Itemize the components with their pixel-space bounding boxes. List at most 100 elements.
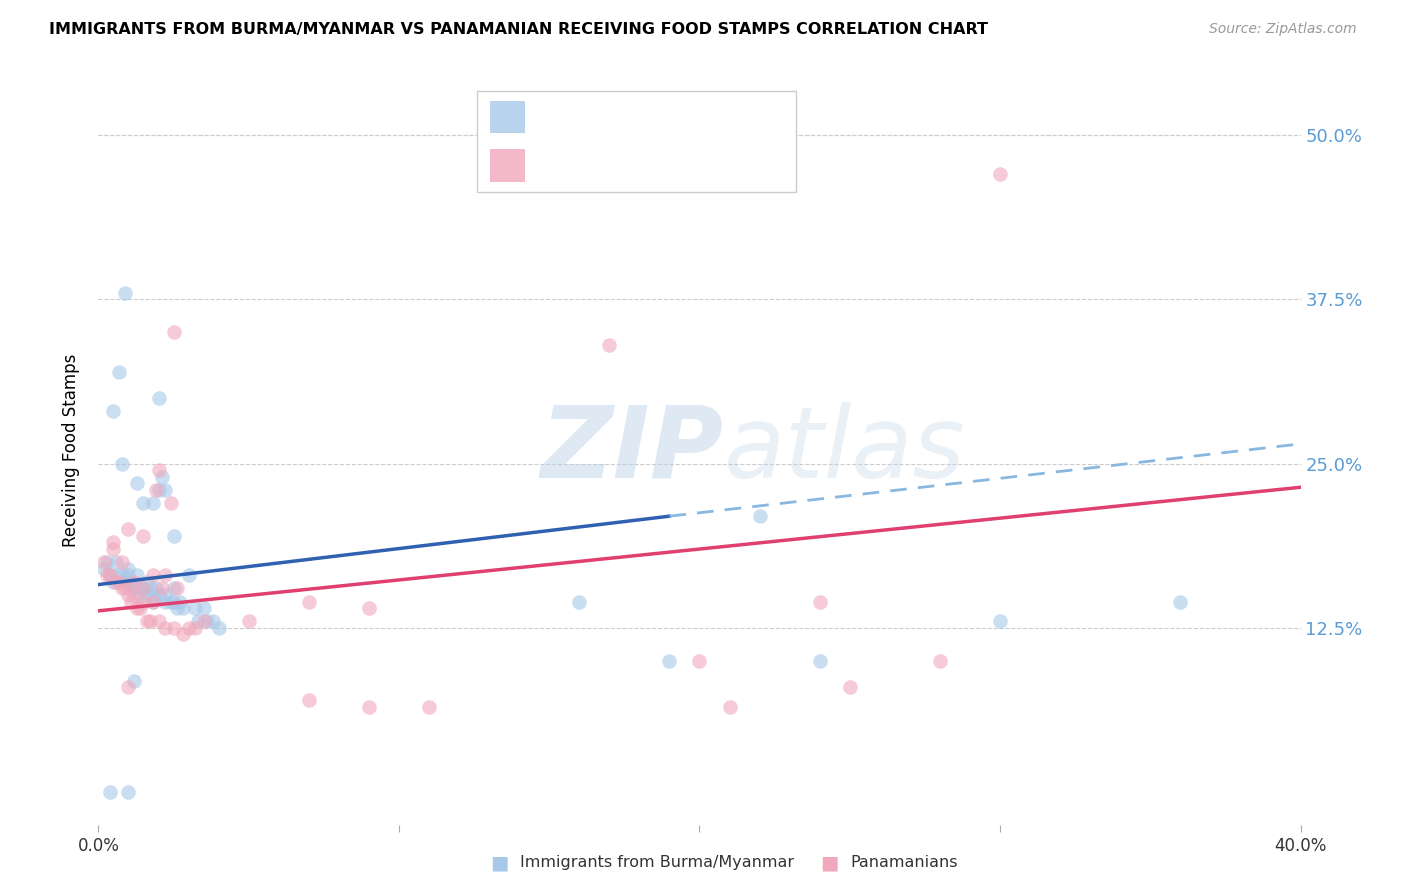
Point — [121, 574, 143, 589]
Point — [138, 615, 160, 629]
Point — [162, 621, 184, 635]
Point — [141, 594, 163, 608]
Point — [135, 574, 157, 589]
Point — [238, 615, 260, 629]
Point — [162, 529, 184, 543]
Point — [117, 568, 139, 582]
Point — [1170, 594, 1192, 608]
Point — [124, 574, 146, 589]
Point — [111, 568, 134, 582]
Point — [111, 582, 134, 596]
Point — [153, 594, 176, 608]
Point — [141, 496, 163, 510]
Text: Panamanians: Panamanians — [851, 855, 957, 870]
Point — [177, 621, 200, 635]
Point — [132, 529, 155, 543]
Point — [117, 562, 139, 576]
Point — [162, 582, 184, 596]
Point — [141, 594, 163, 608]
Point — [124, 673, 146, 688]
Text: atlas: atlas — [724, 402, 965, 499]
Point — [132, 582, 155, 596]
Point — [100, 568, 122, 582]
Point — [838, 680, 860, 694]
Point — [177, 568, 200, 582]
Point — [988, 615, 1011, 629]
Point — [153, 483, 176, 497]
Point — [172, 601, 194, 615]
Point — [718, 699, 741, 714]
Point — [145, 582, 167, 596]
Point — [418, 699, 440, 714]
Point — [103, 404, 125, 418]
Point — [988, 168, 1011, 182]
Point — [127, 568, 149, 582]
Text: ■: ■ — [820, 853, 839, 872]
Point — [172, 627, 194, 641]
Point — [135, 588, 157, 602]
Point — [141, 588, 163, 602]
Point — [688, 654, 710, 668]
Point — [148, 588, 170, 602]
Point — [108, 365, 131, 379]
Point — [117, 588, 139, 602]
Point — [111, 555, 134, 569]
Point — [193, 601, 215, 615]
Point — [124, 582, 146, 596]
Point — [187, 615, 209, 629]
Text: IMMIGRANTS FROM BURMA/MYANMAR VS PANAMANIAN RECEIVING FOOD STAMPS CORRELATION CH: IMMIGRANTS FROM BURMA/MYANMAR VS PANAMAN… — [49, 22, 988, 37]
Point — [96, 568, 118, 582]
Point — [114, 574, 136, 589]
Point — [117, 680, 139, 694]
Point — [357, 601, 380, 615]
Point — [159, 496, 181, 510]
Point — [166, 601, 188, 615]
Point — [193, 615, 215, 629]
Point — [105, 574, 128, 589]
Point — [141, 568, 163, 582]
Point — [929, 654, 952, 668]
Y-axis label: Receiving Food Stamps: Receiving Food Stamps — [62, 354, 80, 547]
Point — [166, 582, 188, 596]
Point — [135, 615, 157, 629]
Point — [129, 601, 152, 615]
Point — [129, 588, 152, 602]
Point — [162, 325, 184, 339]
Point — [93, 562, 115, 576]
Point — [148, 391, 170, 405]
Text: ZIP: ZIP — [540, 402, 724, 499]
Point — [208, 621, 231, 635]
Point — [148, 483, 170, 497]
Point — [124, 588, 146, 602]
Point — [138, 582, 160, 596]
Point — [100, 785, 122, 799]
Point — [127, 601, 149, 615]
Point — [108, 574, 131, 589]
Point — [298, 594, 321, 608]
Point — [132, 582, 155, 596]
Point — [169, 594, 191, 608]
Point — [105, 568, 128, 582]
Point — [183, 601, 205, 615]
Text: ■: ■ — [489, 853, 509, 872]
Point — [748, 509, 770, 524]
Point — [105, 555, 128, 569]
Point — [808, 594, 831, 608]
Point — [568, 594, 591, 608]
Point — [195, 615, 218, 629]
Point — [201, 615, 224, 629]
Point — [114, 582, 136, 596]
Point — [111, 457, 134, 471]
Point — [148, 615, 170, 629]
Point — [132, 582, 155, 596]
Point — [127, 476, 149, 491]
Point — [159, 594, 181, 608]
Point — [150, 469, 173, 483]
Point — [298, 693, 321, 707]
Point — [132, 594, 155, 608]
Point — [103, 542, 125, 557]
Point — [117, 522, 139, 536]
Point — [153, 621, 176, 635]
Point — [808, 654, 831, 668]
Point — [658, 654, 681, 668]
